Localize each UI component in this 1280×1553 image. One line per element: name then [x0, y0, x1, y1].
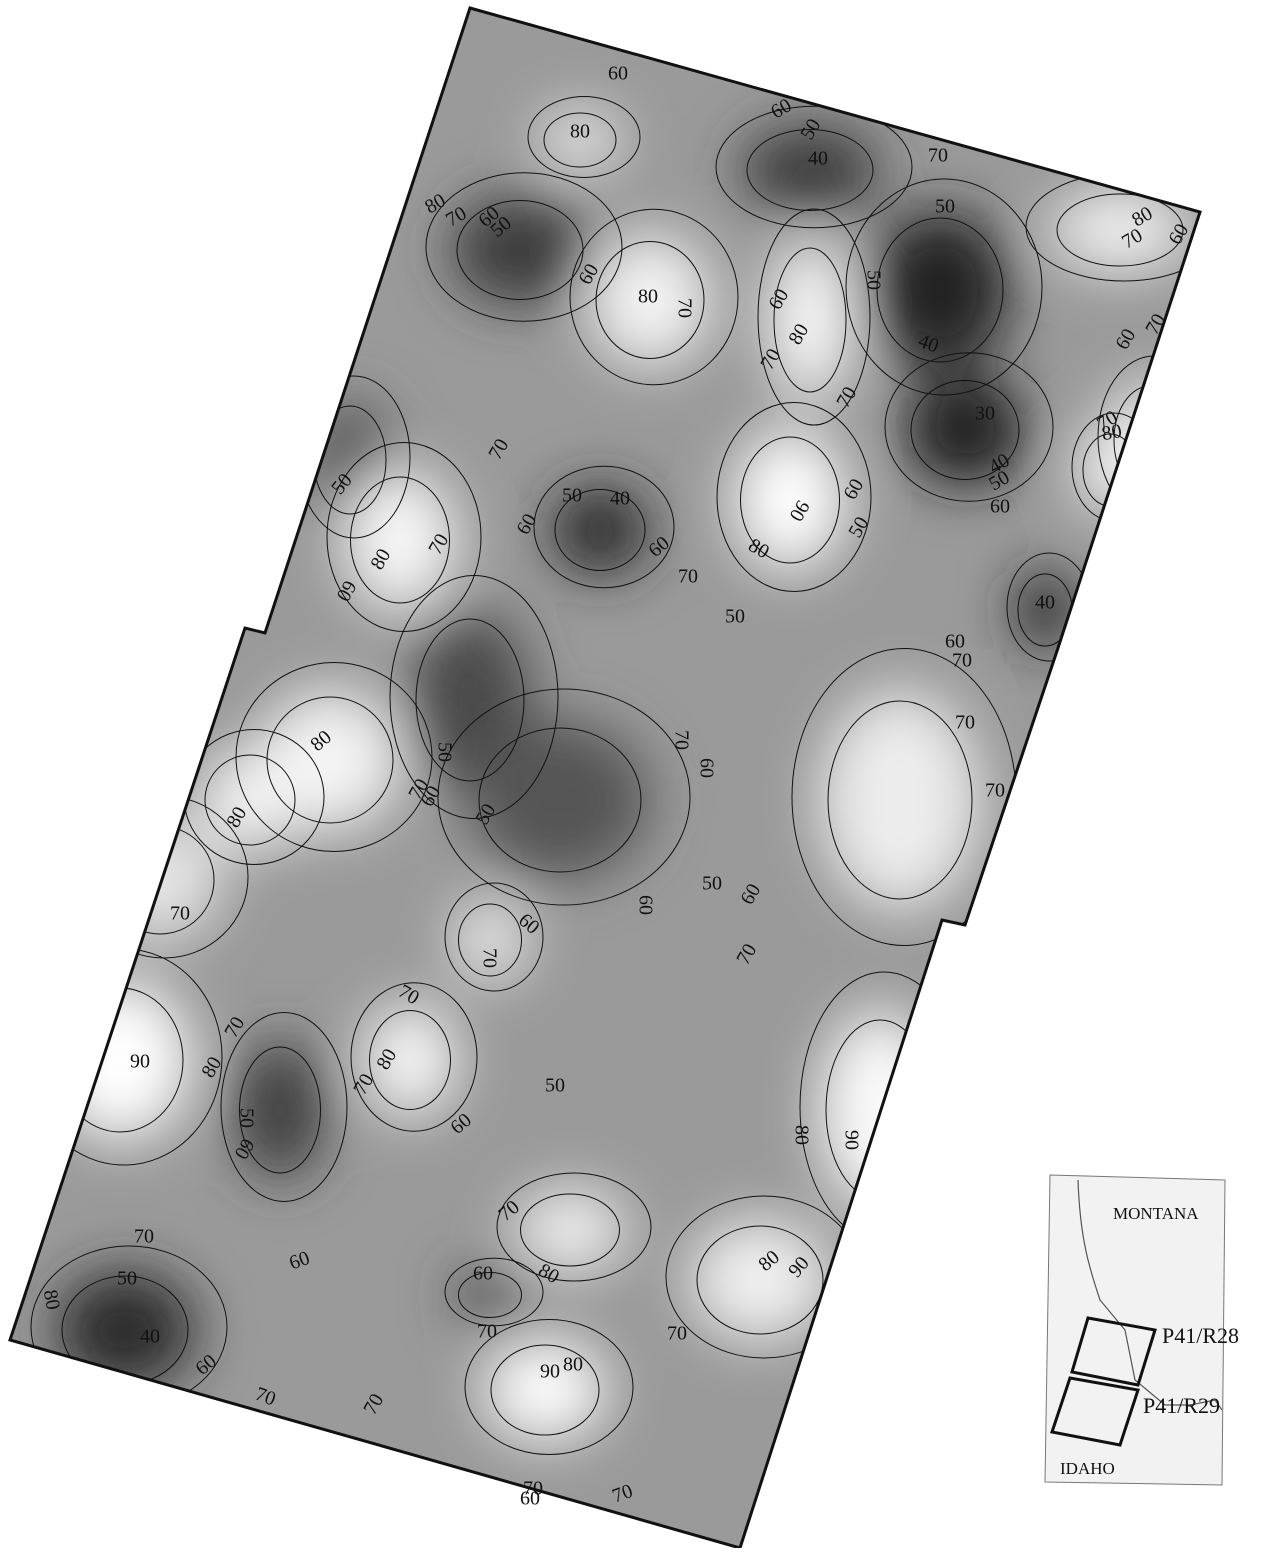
- shade: [450, 195, 590, 305]
- shade: [515, 1190, 625, 1270]
- shade: [870, 210, 1010, 370]
- state-label: MONTANA: [1113, 1204, 1199, 1223]
- contour-label: 70: [955, 712, 975, 734]
- contour-label: 50: [235, 1108, 257, 1128]
- contour-label: 70: [134, 1226, 154, 1248]
- contour-label: 50: [935, 196, 955, 218]
- scene-label: P41/R29: [1143, 1393, 1220, 1418]
- contour-label: 50: [545, 1075, 565, 1097]
- contour-label: 50: [725, 606, 745, 628]
- contour-label: 90: [840, 1130, 862, 1150]
- contour-label: 40: [140, 1326, 160, 1348]
- map: 6080605040708070605050807060608070608050…: [0, 0, 1280, 1548]
- contour-label: 80: [790, 1125, 812, 1145]
- contour-label: 80: [1100, 420, 1124, 445]
- contour-label: 70: [985, 780, 1005, 802]
- contour-label: 60: [695, 758, 717, 778]
- contour-label: 40: [610, 488, 630, 510]
- state-label: IDAHO: [1060, 1459, 1115, 1478]
- shade: [455, 900, 525, 980]
- shade: [690, 1220, 830, 1340]
- contour-label: 70: [478, 948, 500, 968]
- contour-label: 30: [975, 403, 995, 425]
- contour-label: 40: [808, 148, 828, 170]
- shade: [485, 1340, 605, 1440]
- contour-label: 60: [634, 895, 656, 915]
- contour-label: 80: [563, 1354, 583, 1376]
- contour-label: 70: [477, 1321, 497, 1343]
- contour-label: 70: [673, 298, 695, 318]
- contour-label: 60: [990, 496, 1010, 518]
- contour-label: 50: [117, 1268, 137, 1290]
- contour-label: 50: [433, 742, 455, 762]
- shade: [470, 720, 650, 880]
- contour-label: 90: [540, 1361, 560, 1383]
- contour-label: 60: [520, 1488, 540, 1510]
- contour-label: 70: [928, 145, 948, 167]
- contour-label: 70: [670, 730, 692, 750]
- contour-label: 60: [473, 1263, 493, 1285]
- contour-label: 40: [1035, 592, 1055, 614]
- contour-label: 60: [608, 63, 628, 85]
- shade: [200, 750, 300, 850]
- contour-label: 80: [570, 121, 590, 143]
- contour-label: 50: [702, 873, 722, 895]
- contour-label: 70: [667, 1323, 687, 1345]
- contour-label: 50: [562, 485, 582, 507]
- contour-label: 80: [638, 286, 658, 308]
- contour-label: 80: [39, 1288, 64, 1312]
- contour-label: 90: [130, 1051, 150, 1073]
- scene-label: P41/R28: [1162, 1323, 1239, 1348]
- shade: [100, 820, 220, 940]
- contour-label: 70: [678, 566, 698, 588]
- contour-label: 70: [170, 903, 190, 925]
- locator-inset: MONTANA IDAHO P41/R28 P41/R29: [1045, 1175, 1239, 1485]
- shade: [770, 240, 850, 400]
- contour-label: 70: [952, 650, 972, 672]
- contour-label: 50: [862, 270, 884, 290]
